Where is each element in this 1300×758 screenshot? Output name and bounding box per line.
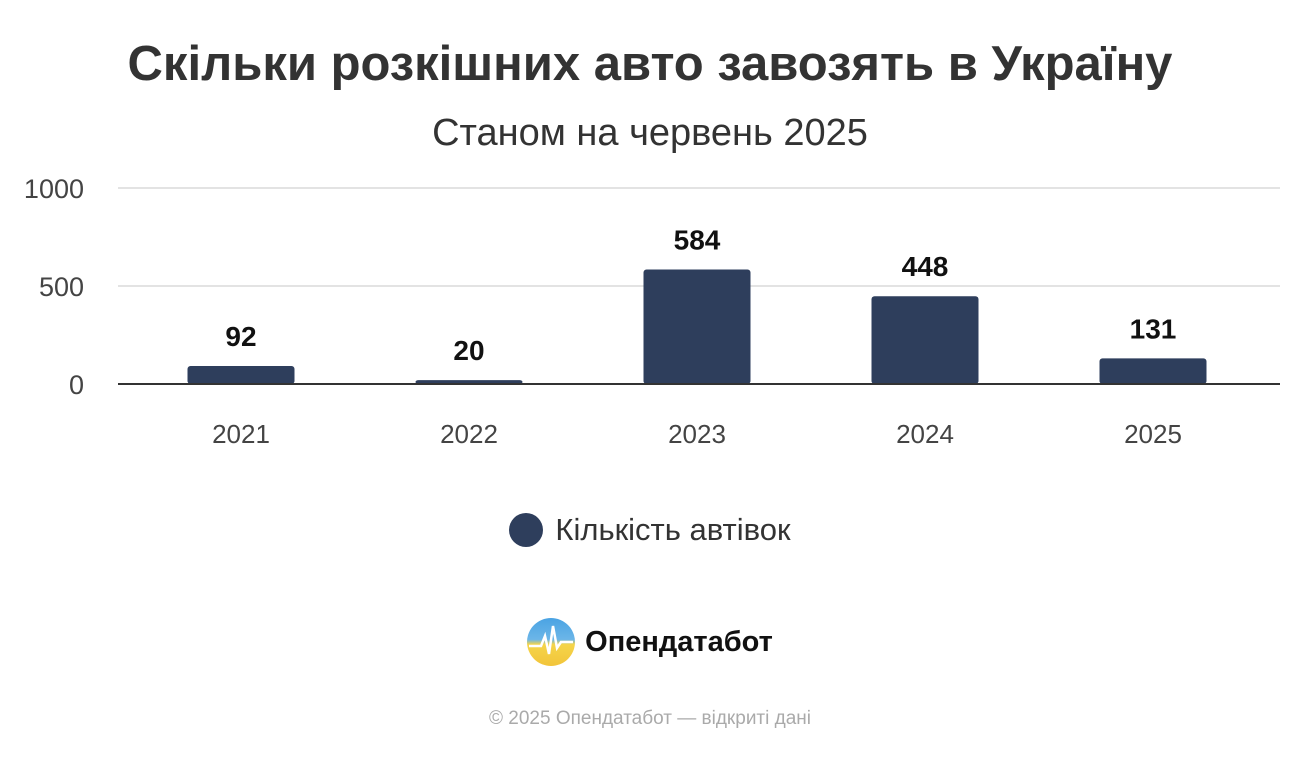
data-label: 131 <box>1130 313 1177 344</box>
legend-label: Кількість автівок <box>555 512 791 547</box>
y-tick-label: 0 <box>69 370 84 400</box>
x-tick-label: 2023 <box>668 419 726 449</box>
bar-2021 <box>187 365 295 384</box>
y-tick-label: 500 <box>39 272 84 302</box>
x-tick-label: 2024 <box>896 419 954 449</box>
chart-subtitle: Станом на червень 2025 <box>432 112 868 154</box>
bar-chart: 0 500 1000 92 2021 20 2022 584 2023 448 2024 131 202… <box>24 174 1280 449</box>
x-tick-label: 2021 <box>212 419 270 449</box>
x-tick-label: 2022 <box>440 419 498 449</box>
legend[interactable]: Кількість автівок <box>0 512 1300 548</box>
data-label: 92 <box>225 321 256 352</box>
chart-title: Скільки розкішних авто завозять в Україн… <box>127 37 1173 91</box>
bar-2024 <box>871 296 979 384</box>
logo-icon <box>527 618 576 666</box>
data-label: 20 <box>453 335 484 366</box>
footer-copyright: © 2025 Опендатабот — відкриті дані <box>489 708 811 729</box>
data-label: 584 <box>674 225 721 256</box>
bar-2025 <box>1099 358 1207 384</box>
legend-marker <box>509 513 544 547</box>
bar-2023 <box>643 269 751 384</box>
data-label: 448 <box>902 251 949 282</box>
y-tick-label: 1000 <box>24 174 84 204</box>
brand-logo: Опендатабот <box>0 618 1300 666</box>
logo-text: Опендатабот <box>585 625 773 658</box>
x-tick-label: 2025 <box>1124 419 1182 449</box>
